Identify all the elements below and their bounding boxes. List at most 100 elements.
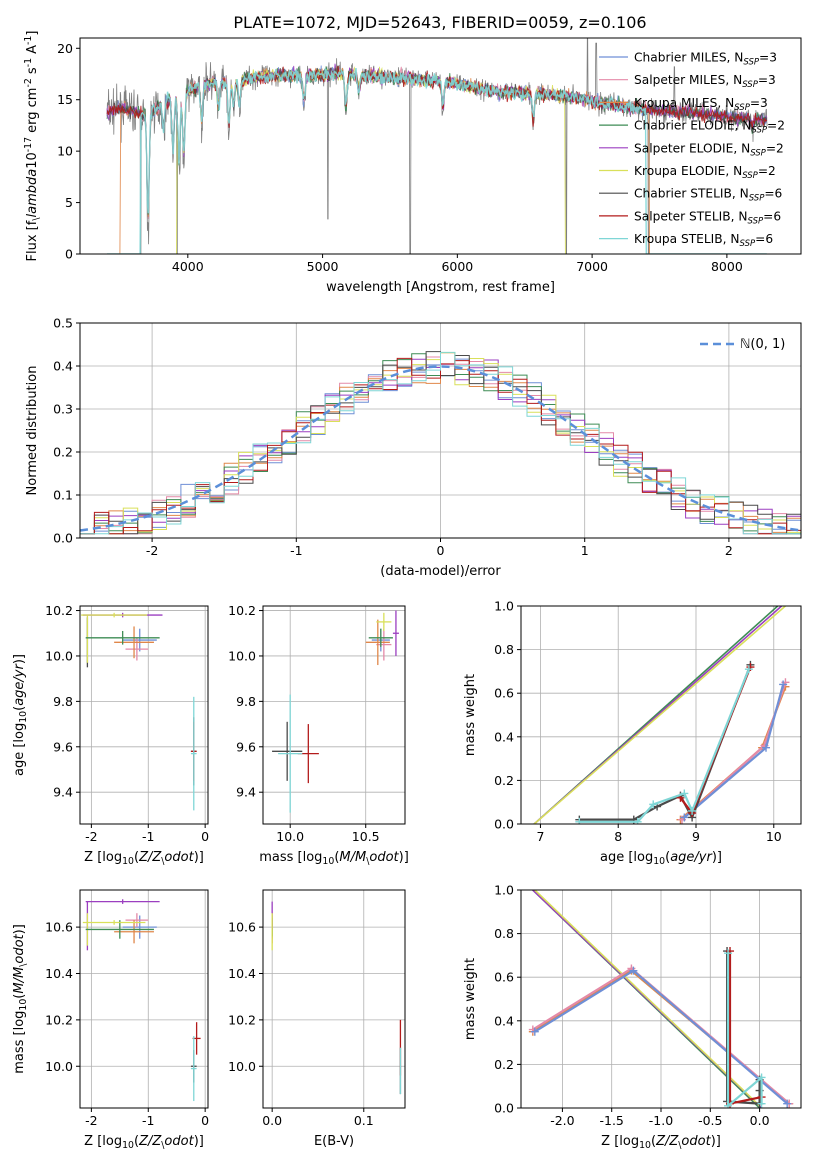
- legend-label: Chabrier ELODIE, NSSP=2: [634, 119, 785, 136]
- residual-histogram: [80, 351, 801, 538]
- x-tick-label: 10: [766, 829, 782, 844]
- weight-line: [534, 890, 761, 1107]
- axes-mass_vs_EBV: 0.0 0.1 10.0 10.2 10.4 10.6 E(B-V): [228, 889, 406, 1149]
- weight-marker: [762, 743, 770, 752]
- y-tick-label: 0.4: [53, 359, 73, 374]
- x-axis-label: (data-model)/error: [380, 564, 501, 579]
- y-axis-label: Flux [f\lambda10-17 erg cm-2 s-1 A-1]: [23, 31, 42, 262]
- y-tick-label: 0.0: [494, 1101, 514, 1116]
- weight-marker: [724, 949, 733, 958]
- y-tick-label: 0.4: [494, 1013, 514, 1028]
- weight-line: [579, 668, 750, 823]
- y-tick-label: 10.2: [45, 603, 73, 618]
- y-tick-label: 10.4: [45, 966, 73, 981]
- x-tick-label: 0: [437, 543, 445, 558]
- y-tick-label: 0.2: [494, 1057, 514, 1072]
- y-axis-label: mass [log10(M/M\odot)]: [12, 924, 29, 1074]
- x-axis-label: Z [log10(Z/Z\odot)]: [84, 850, 204, 867]
- legend: Chabrier MILES, NSSP=3 Salpeter MILES, NS…: [599, 51, 785, 249]
- legend-label: Kroupa ELODIE, NSSP=2: [634, 164, 776, 181]
- weight-marker: [757, 1073, 766, 1082]
- weight-line: [533, 606, 786, 824]
- y-tick-label: 9.6: [53, 739, 73, 754]
- weight-line: [579, 664, 752, 821]
- y-tick-label: 0.5: [53, 316, 73, 331]
- plot-area-age_vs_Z: [81, 612, 197, 811]
- weight-marker: [724, 1101, 733, 1108]
- y-tick-label: 5: [65, 195, 73, 210]
- x-tick-label: -1.5: [600, 1113, 624, 1128]
- y-tick-label: 9.6: [236, 739, 256, 754]
- y-axis-label: age [log10(age/yr)]: [12, 654, 29, 776]
- y-tick-label: 10.0: [45, 648, 73, 663]
- axes-frame: [520, 605, 802, 825]
- weight-marker: [680, 789, 689, 798]
- axes-frame: [79, 889, 209, 1109]
- axes-frame: [79, 605, 209, 825]
- legend-label: Kroupa MILES, NSSP=3: [634, 96, 768, 113]
- y-tick-label: 10.0: [228, 1059, 256, 1074]
- y-tick-label: 0.4: [494, 729, 514, 744]
- axes-frame: [262, 889, 406, 1109]
- weight-line: [726, 953, 763, 1107]
- weight-marker: [680, 813, 689, 822]
- y-tick-label: 10.4: [228, 966, 256, 981]
- y-tick-label: 0.0: [53, 531, 73, 546]
- axes-weight_vs_Z: -2.0 -1.5 -1.0 -0.5 0.0 0.0 0.2 0.4 0.6 0.8 1.0 Z […: [463, 883, 802, 1151]
- y-tick-label: 10.6: [45, 920, 73, 935]
- legend-label: Salpeter STELIB, NSSP=6: [634, 209, 781, 226]
- x-tick-label: 7000: [576, 259, 608, 274]
- x-tick-label: -1: [142, 1113, 154, 1128]
- y-tick-label: 0.8: [494, 926, 514, 941]
- legend-label: Chabrier STELIB, NSSP=6: [634, 187, 782, 204]
- x-tick-label: -2: [146, 543, 158, 558]
- plot-area-weight_vs_age: [533, 606, 790, 824]
- axes-age_vs_Z: -2 -1 0 9.4 9.6 9.8 10.0 10.2 Z [log10(Z/Z\odot)…: [12, 603, 209, 867]
- x-tick-label: 0: [201, 1113, 209, 1128]
- y-tick-label: 9.4: [53, 785, 73, 800]
- plot-area-spectrum: [106, 38, 768, 254]
- model-spectrum-line: [107, 67, 767, 254]
- y-tick-label: 9.8: [53, 694, 73, 709]
- axes-spectrum: 4000 5000 6000 7000 8000 0 5 10 15 20 wavelength […: [23, 31, 802, 295]
- x-tick-label: -2.0: [550, 1113, 574, 1128]
- weight-marker: [530, 1027, 539, 1036]
- y-tick-label: 10.2: [45, 1012, 73, 1027]
- weight-marker: [757, 1099, 766, 1108]
- x-tick-label: 0: [201, 829, 209, 844]
- axes-mass_vs_Z: -2 -1 0 10.0 10.2 10.4 10.6 Z [log10(Z/Z\odot)]…: [12, 889, 209, 1151]
- x-tick-label: 6000: [441, 259, 473, 274]
- y-tick-label: 10.0: [228, 648, 256, 663]
- x-tick-label: -1.0: [649, 1113, 673, 1128]
- y-tick-label: 0.6: [494, 686, 514, 701]
- x-axis-label: wavelength [Angstrom, rest frame]: [326, 280, 555, 295]
- weight-marker: [633, 817, 642, 824]
- y-tick-label: 15: [57, 92, 73, 107]
- x-tick-label: 5000: [307, 259, 339, 274]
- y-axis-label: mass weight: [463, 958, 478, 1040]
- figure-title: PLATE=1072, MJD=52643, FIBERID=0059, z=0…: [233, 13, 646, 32]
- y-tick-label: 10.0: [45, 1059, 73, 1074]
- plot-area-mass_vs_EBV: [271, 901, 402, 1095]
- x-tick-label: 1: [581, 543, 589, 558]
- legend-label: Chabrier MILES, NSSP=3: [634, 51, 777, 68]
- x-tick-label: -2: [85, 1113, 97, 1128]
- y-tick-label: 0.2: [53, 445, 73, 460]
- y-tick-label: 0.0: [494, 817, 514, 832]
- plot-area-weight_vs_Z: [528, 890, 794, 1108]
- y-tick-label: 0: [65, 247, 73, 262]
- y-tick-label: 0.3: [53, 402, 73, 417]
- y-tick-label: 9.8: [236, 694, 256, 709]
- x-tick-label: 0.1: [354, 1113, 374, 1128]
- legend-label: ℕ(0, 1): [740, 337, 785, 352]
- y-axis-label: Normed distribution: [25, 366, 40, 496]
- y-tick-label: 0.8: [494, 642, 514, 657]
- axes-frame: [520, 889, 802, 1109]
- weight-marker: [744, 665, 753, 674]
- y-tick-label: 10.2: [228, 603, 256, 618]
- y-tick-label: 0.6: [494, 970, 514, 985]
- y-tick-label: 10.2: [228, 1012, 256, 1027]
- y-tick-label: 10: [57, 144, 73, 159]
- weight-marker: [779, 680, 788, 689]
- weight-marker: [783, 1099, 792, 1108]
